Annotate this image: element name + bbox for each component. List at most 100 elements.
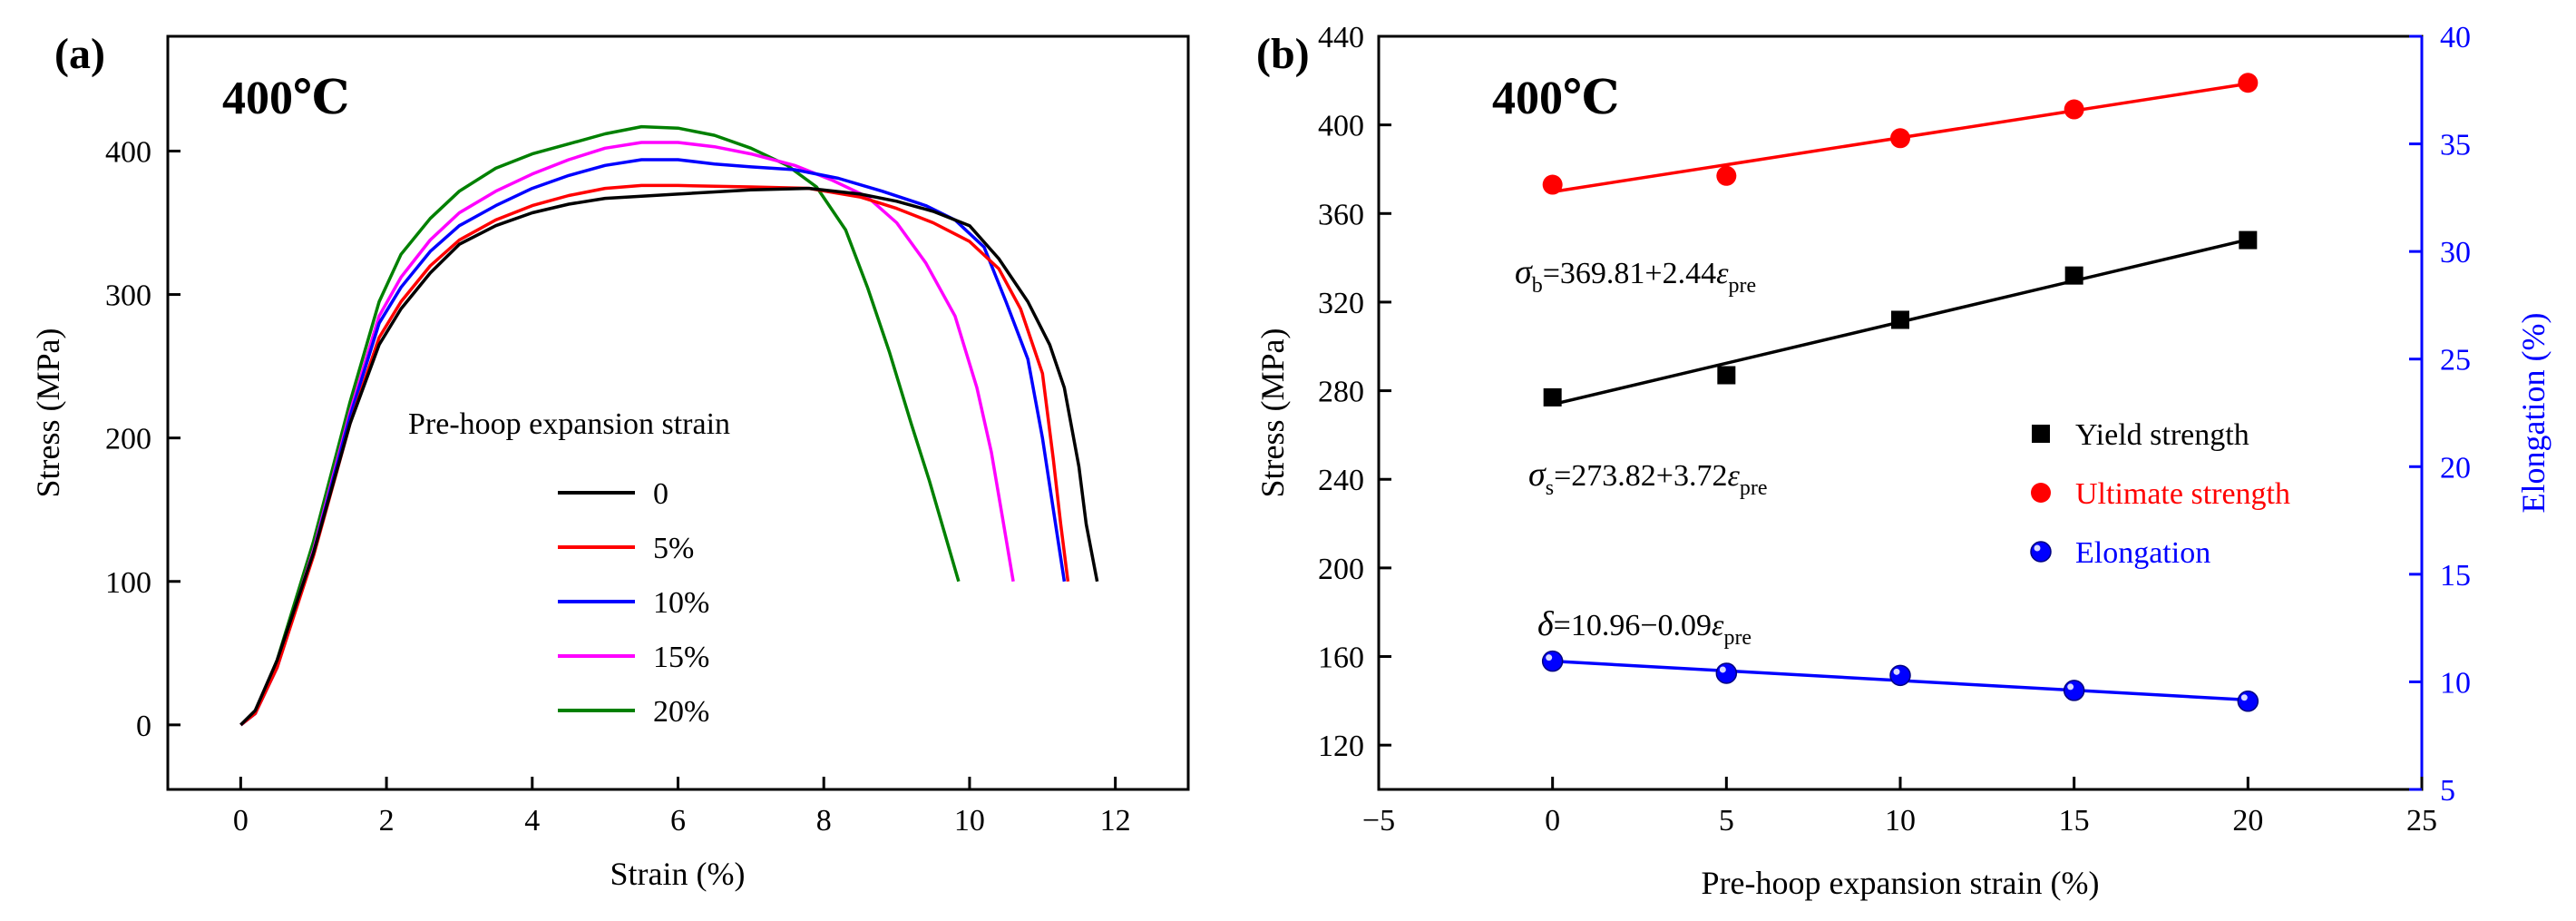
legend-label-ultimate-strength: Ultimate strength xyxy=(2075,477,2290,511)
eq-body: =273.82+3.72 xyxy=(1554,459,1727,493)
eq-subscript: s xyxy=(1546,476,1554,500)
eq-variable: ε xyxy=(1716,257,1729,290)
panel-a-lines xyxy=(239,124,1099,727)
legend-label: 10% xyxy=(653,586,709,620)
point-yield-strength xyxy=(2239,230,2258,250)
legend-label-yield-strength: Yield strength xyxy=(2075,418,2249,452)
b-y2-tick-label: 40 xyxy=(2440,21,2471,54)
legend-label: 5% xyxy=(653,532,694,565)
panel-b-x-axis-title: Pre-hoop expansion strain (%) xyxy=(1702,865,2100,901)
panel-a-x-axis-title: Strain (%) xyxy=(610,856,746,892)
point-ultimate-strength xyxy=(1716,165,1737,186)
eq-body: =10.96−0.09 xyxy=(1554,609,1712,642)
point-yield-strength xyxy=(1543,387,1562,407)
b-y-tick-label: 240 xyxy=(1318,464,1364,497)
legend-label: 20% xyxy=(653,695,709,729)
panel-b-label: (b) xyxy=(1256,30,1310,78)
panel-b: (b) 400℃ −5 0 5 10 15 20 25 120 160 200 240 280 320… xyxy=(1254,21,2552,901)
a-y-tick-label: 200 xyxy=(105,423,151,456)
legend-label-elongation: Elongation xyxy=(2075,536,2210,570)
legend-marker-highlight xyxy=(2034,544,2041,552)
panel-a-label: (a) xyxy=(54,30,105,78)
a-x-tick-label: 4 xyxy=(524,804,540,838)
eq-symbol: σ xyxy=(1515,253,1533,291)
b-y2-tick-label: 15 xyxy=(2440,559,2471,593)
b-x-tick-label: 0 xyxy=(1545,804,1560,838)
panel-b-y2-axis-title: Elongation (%) xyxy=(2515,313,2552,514)
b-y-tick-label: 160 xyxy=(1318,642,1364,675)
b-y-tick-label: 440 xyxy=(1318,21,1364,54)
point-elongation xyxy=(1541,650,1564,672)
a-x-tick-label: 12 xyxy=(1100,804,1131,838)
panel-b-legend: Yield strength Ultimate strength Elongatio… xyxy=(2030,418,2290,570)
point-ultimate-strength xyxy=(2064,99,2084,120)
b-x-tick-label: 15 xyxy=(2059,804,2090,838)
eq-symbol: δ xyxy=(1537,605,1555,643)
panel-a-temperature: 400℃ xyxy=(222,73,349,124)
point-highlight xyxy=(1719,666,1726,673)
b-x-tick-label: 25 xyxy=(2406,804,2437,838)
point-elongation xyxy=(1889,664,1911,687)
eq-variable: ε xyxy=(1712,609,1724,642)
point-elongation xyxy=(2237,691,2259,712)
b-y-tick-label: 360 xyxy=(1318,198,1364,231)
a-y-tick-label: 100 xyxy=(105,566,151,600)
panel-a-y-ticks: 0 100 200 300 400 xyxy=(105,135,181,743)
b-y-tick-label: 120 xyxy=(1318,730,1364,763)
legend-marker-ultimate-strength xyxy=(2031,483,2051,503)
point-yield-strength xyxy=(2064,266,2083,285)
point-ultimate-strength xyxy=(1542,174,1563,195)
point-yield-strength xyxy=(1891,310,1909,329)
b-x-tick-label: 10 xyxy=(1885,804,1916,838)
point-highlight xyxy=(1893,668,1900,675)
eq-var-subscript: pre xyxy=(1740,476,1768,500)
eq-body: =369.81+2.44 xyxy=(1543,257,1716,290)
point-elongation xyxy=(2063,680,2085,701)
eq-subscript: b xyxy=(1532,274,1543,298)
line-series-0 xyxy=(239,186,1099,727)
panel-b-y-axis-title: Stress (MPa) xyxy=(1254,328,1291,498)
legend-label: 0 xyxy=(653,477,668,511)
a-x-tick-label: 6 xyxy=(670,804,686,838)
point-highlight xyxy=(2240,694,2248,701)
panel-b-equations: σb=369.81+2.44εpreσs=273.82+3.72εpreδ=10… xyxy=(1515,253,1768,650)
b-y2-tick-label: 20 xyxy=(2440,451,2471,485)
equation-0: σb=369.81+2.44εpre xyxy=(1515,253,1756,298)
eq-variable: ε xyxy=(1727,459,1740,493)
b-y-tick-label: 280 xyxy=(1318,376,1364,409)
panel-b-fit-lines xyxy=(1552,82,2249,702)
line-series-20pct xyxy=(239,124,961,727)
b-y-tick-label: 400 xyxy=(1318,110,1364,143)
panel-a: (a) 400℃ 0 2 4 6 8 10 12 0 100 200 300 4 0 0 Strain … xyxy=(30,30,1190,892)
equation-1: σs=273.82+3.72εpre xyxy=(1528,456,1768,500)
legend-label: 15% xyxy=(653,641,709,674)
panel-a-y-axis-title: Stress (MPa) xyxy=(30,328,66,498)
panel-b-temperature: 400℃ xyxy=(1492,73,1619,124)
b-x-tick-label: 5 xyxy=(1719,804,1734,838)
b-y-tick-label: 200 xyxy=(1318,553,1364,586)
b-x-tick-label: 20 xyxy=(2232,804,2263,838)
b-y2-tick-label: 5 xyxy=(2440,774,2455,808)
b-y-tick-label: 320 xyxy=(1318,287,1364,320)
equation-2: δ=10.96−0.09εpre xyxy=(1537,605,1751,650)
b-y2-tick-label: 10 xyxy=(2440,666,2471,700)
eq-var-subscript: pre xyxy=(1723,626,1751,650)
b-x-tick-label: −5 xyxy=(1362,804,1395,838)
panel-b-x-ticks: −5 0 5 10 15 20 25 xyxy=(1362,777,2437,838)
eq-var-subscript: pre xyxy=(1729,274,1757,298)
line-series-10pct xyxy=(239,158,1067,727)
point-elongation xyxy=(1715,662,1738,684)
b-y2-tick-label: 25 xyxy=(2440,344,2471,377)
b-y2-tick-label: 30 xyxy=(2440,236,2471,269)
a-x-tick-label: 0 xyxy=(233,804,249,838)
point-ultimate-strength xyxy=(2238,73,2259,93)
a-y-tick-label: 300 xyxy=(105,279,151,313)
a-x-tick-label: 8 xyxy=(816,804,832,838)
a-y-tick-label: 0 xyxy=(136,710,151,743)
legend-marker-elongation xyxy=(2030,541,2052,563)
a-x-tick-label: 2 xyxy=(379,804,395,838)
a-x-tick-label: 10 xyxy=(954,804,985,838)
point-yield-strength xyxy=(1717,366,1736,385)
panel-a-x-ticks: 0 2 4 6 8 10 12 xyxy=(233,777,1131,838)
